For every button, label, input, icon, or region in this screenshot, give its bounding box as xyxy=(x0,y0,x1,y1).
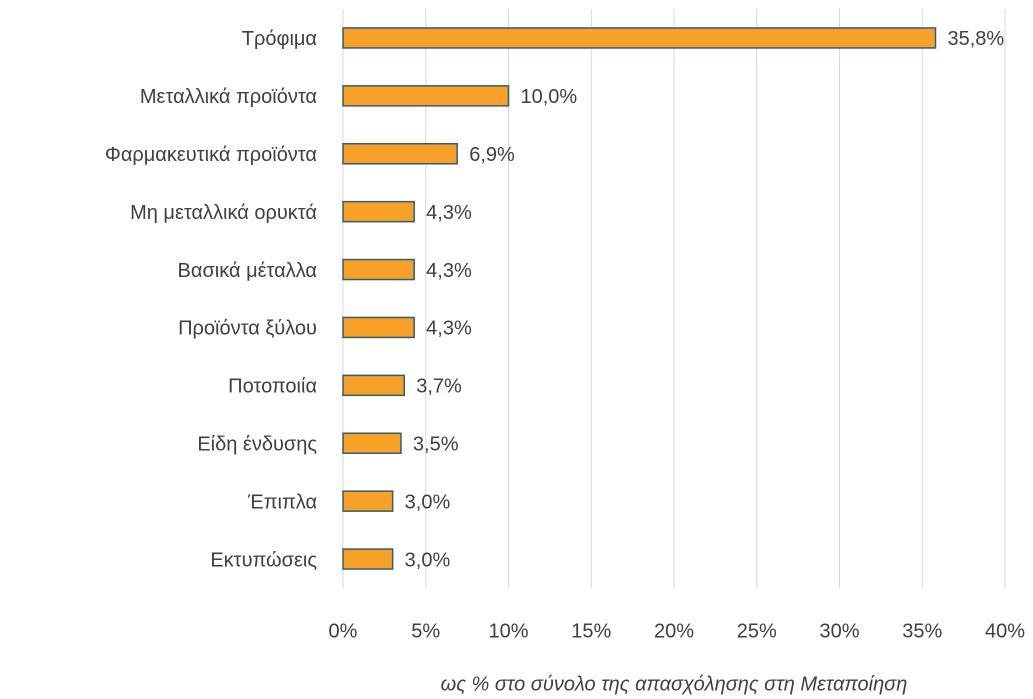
x-tick-label: 25% xyxy=(737,620,777,642)
data-label: 4,3% xyxy=(426,202,472,224)
bar xyxy=(342,316,415,339)
bar xyxy=(342,548,394,570)
data-label: 3,7% xyxy=(416,376,462,398)
bar xyxy=(342,27,937,49)
x-tick-label: 35% xyxy=(902,620,942,642)
bar xyxy=(342,432,402,454)
x-tick-label: 30% xyxy=(819,620,859,642)
bar xyxy=(342,258,415,281)
bar xyxy=(342,85,510,107)
y-tick-label: Ποτοποιία xyxy=(228,376,317,398)
x-tick-label: 15% xyxy=(571,620,611,642)
data-label: 10,0% xyxy=(521,86,578,108)
y-tick-label: Φαρμακευτικά προϊόντα xyxy=(105,144,317,166)
x-axis-title: ως % στο σύνολο της απασχόλησης στη Μετα… xyxy=(441,673,908,695)
y-tick-label: Έπιπλα xyxy=(247,491,317,513)
x-tick-label: 40% xyxy=(985,620,1025,642)
bar xyxy=(342,200,415,223)
data-label: 3,0% xyxy=(405,549,451,571)
y-tick-label: Προϊόντα ξύλου xyxy=(178,318,317,340)
x-tick-label: 0% xyxy=(329,620,358,642)
data-label: 6,9% xyxy=(469,144,515,166)
data-label: 3,0% xyxy=(405,491,451,513)
y-tick-label: Μη μεταλλικά ορυκτά xyxy=(130,202,317,224)
y-tick-label: Μεταλλικά προϊόντα xyxy=(140,86,317,108)
data-label: 4,3% xyxy=(426,318,472,340)
bar xyxy=(342,143,458,165)
data-label: 35,8% xyxy=(947,28,1004,50)
data-label: 4,3% xyxy=(426,260,472,282)
y-tick-label: Τρόφιμα xyxy=(242,28,317,50)
x-tick-label: 5% xyxy=(411,620,440,642)
x-tick-label: 10% xyxy=(488,620,528,642)
x-tick-label: 20% xyxy=(654,620,694,642)
y-tick-label: Εκτυπώσεις xyxy=(210,549,317,571)
data-label: 3,5% xyxy=(413,434,459,456)
y-tick-label: Βασικά μέταλλα xyxy=(178,260,317,282)
bar xyxy=(342,490,394,512)
y-tick-label: Είδη ένδυσης xyxy=(197,434,317,456)
bar xyxy=(342,374,405,397)
